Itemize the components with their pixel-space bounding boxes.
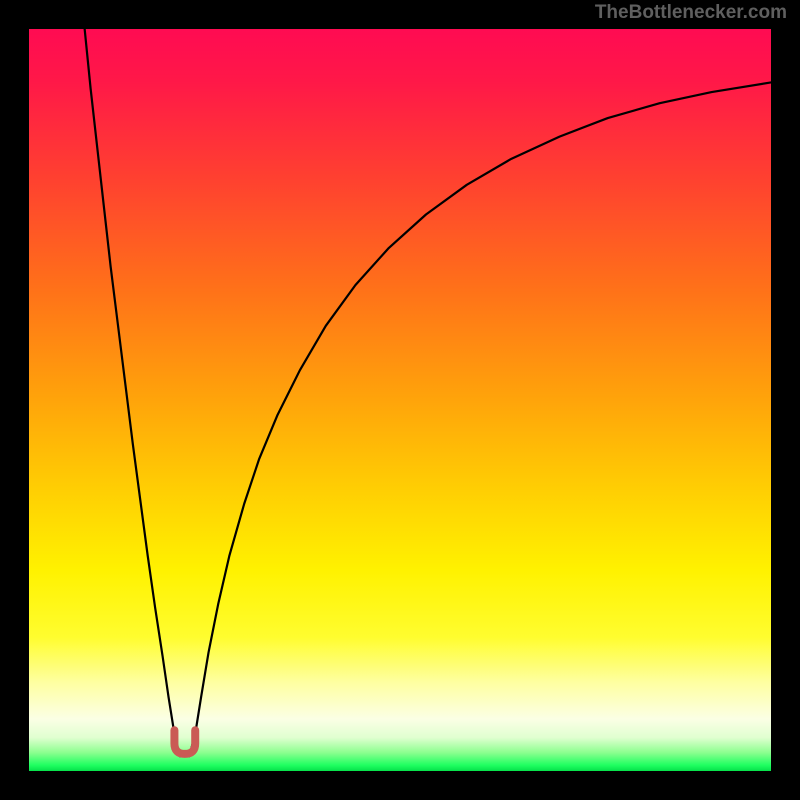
chart-svg: [29, 29, 771, 771]
chart-background: [29, 29, 771, 771]
watermark-text: TheBottlenecker.com: [595, 2, 787, 24]
chart-container: TheBottlenecker.com: [0, 0, 800, 800]
bottleneck-chart: [29, 29, 771, 771]
